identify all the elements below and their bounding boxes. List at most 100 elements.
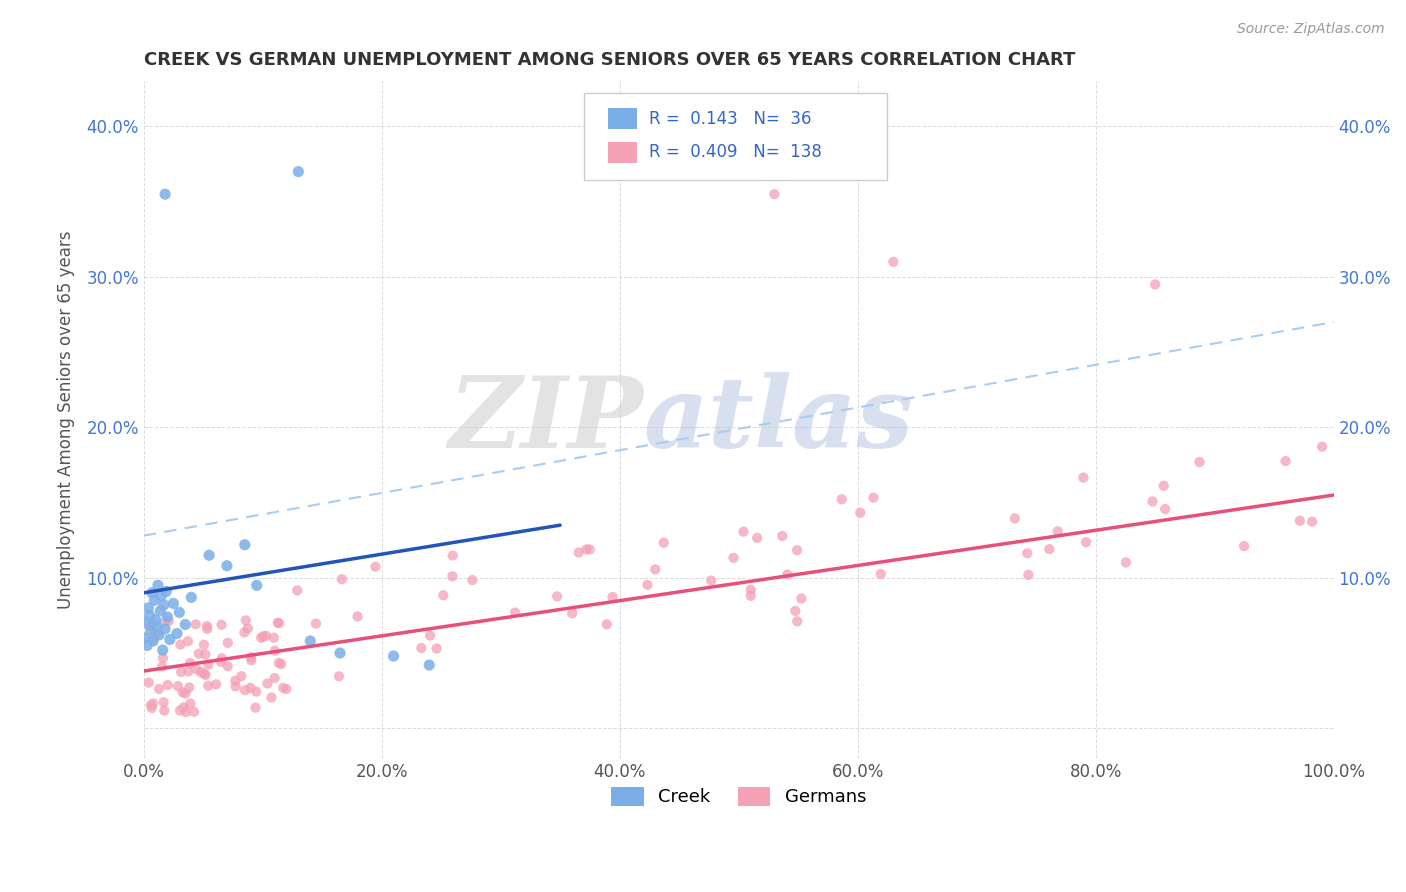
Point [790,591,813,606]
Point [148,681,170,696]
Point [441,569,464,583]
Point [776,567,799,582]
Point [432,588,454,602]
Point [190,665,212,679]
Point [740,589,762,603]
Point [1144,277,1167,292]
Point [146,578,169,592]
Point [184,662,207,676]
Point [1142,494,1164,508]
Point [139,619,162,633]
Point [1289,514,1312,528]
Text: Source: ZipAtlas.com: Source: ZipAtlas.com [1237,22,1385,37]
Point [561,607,583,621]
Point [136,639,159,653]
Point [169,704,191,718]
Text: atlas: atlas [644,372,914,468]
Point [652,535,675,549]
Point [299,634,322,648]
FancyBboxPatch shape [607,143,637,162]
Point [785,604,807,618]
Point [198,548,221,562]
Point [1310,440,1333,454]
Point [644,562,666,576]
Point [215,558,238,573]
Point [1038,542,1060,557]
Point [700,574,723,588]
Point [172,685,194,699]
Point [169,606,191,620]
Text: CREEK VS GERMAN UNEMPLOYMENT AMONG SENIORS OVER 65 YEARS CORRELATION CHART: CREEK VS GERMAN UNEMPLOYMENT AMONG SENIO… [143,51,1076,69]
Point [145,626,167,640]
Legend: Creek, Germans: Creek, Germans [605,780,873,814]
Point [194,668,217,682]
Point [135,615,157,630]
Point [763,187,786,202]
FancyBboxPatch shape [583,93,887,179]
Point [179,697,201,711]
Point [786,615,808,629]
Point [157,614,180,628]
Point [740,582,762,597]
Y-axis label: Unemployment Among Seniors over 65 years: Unemployment Among Seniors over 65 years [58,231,75,609]
Point [211,651,233,665]
Point [156,610,179,624]
Point [145,619,167,633]
Point [1274,454,1296,468]
Point [770,529,793,543]
Point [250,631,273,645]
Point [364,559,387,574]
Point [179,656,201,670]
Point [141,586,163,600]
Point [346,609,368,624]
FancyBboxPatch shape [607,109,637,128]
Point [233,538,256,552]
Point [461,573,484,587]
Point [264,644,287,658]
Point [174,617,197,632]
Point [142,697,165,711]
Point [1154,502,1177,516]
Point [138,608,160,623]
Point [382,648,405,663]
Point [142,634,165,648]
Point [231,669,253,683]
Point [180,591,202,605]
Text: ZIP: ZIP [449,372,644,468]
Point [1115,556,1137,570]
Point [596,617,619,632]
Point [150,659,173,673]
Point [1017,567,1039,582]
Point [882,255,904,269]
Point [149,604,172,618]
Point [148,628,170,642]
Point [225,680,247,694]
Point [141,701,163,715]
Point [252,629,274,643]
Point [1074,535,1097,549]
Point [169,638,191,652]
Point [256,676,278,690]
Point [174,705,197,719]
Point [205,677,228,691]
Point [786,543,808,558]
Point [184,617,207,632]
Point [578,542,600,557]
Point [246,578,269,592]
Point [441,549,464,563]
Point [831,492,853,507]
Point [193,666,215,681]
Point [139,624,162,638]
Point [153,598,176,612]
Point [240,653,263,667]
Point [733,524,755,539]
Point [236,622,259,636]
Point [194,648,217,662]
Point [328,669,350,683]
Point [195,619,218,633]
Point [174,686,197,700]
Point [167,679,190,693]
Point [134,631,156,645]
Point [187,647,209,661]
Point [1233,539,1256,553]
